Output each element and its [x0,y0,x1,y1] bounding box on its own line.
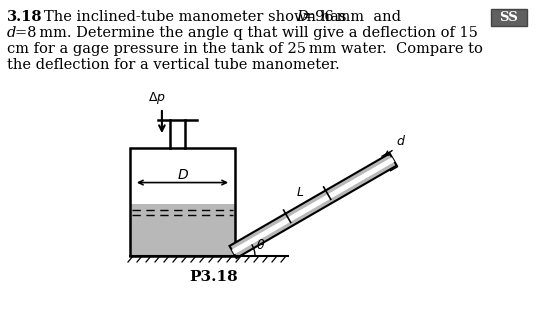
Text: L: L [297,186,304,199]
Text: $\theta$: $\theta$ [256,238,265,252]
Text: cm for a gage pressure in the tank of 25 mm water.  Compare to: cm for a gage pressure in the tank of 25… [7,42,483,56]
Polygon shape [231,157,395,254]
Text: 3.18: 3.18 [7,10,43,24]
Text: d: d [7,26,17,40]
Text: $\Delta p$: $\Delta p$ [148,90,166,106]
Text: P3.18: P3.18 [190,270,239,284]
Text: d: d [396,135,404,148]
Bar [491,9,527,26]
Text: The inclined-tube manometer shown has: The inclined-tube manometer shown has [44,10,351,24]
Bar [130,148,235,256]
Text: D: D [296,10,308,24]
Text: D: D [177,168,188,182]
Polygon shape [230,153,397,258]
Bar [130,204,235,256]
Text: =96 mm  and: =96 mm and [303,10,401,24]
Text: SS: SS [500,11,518,24]
Text: the deflection for a vertical tube manometer.: the deflection for a vertical tube manom… [7,58,340,72]
Text: =8 mm. Determine the angle q that will give a deflection of 15: =8 mm. Determine the angle q that will g… [15,26,478,40]
